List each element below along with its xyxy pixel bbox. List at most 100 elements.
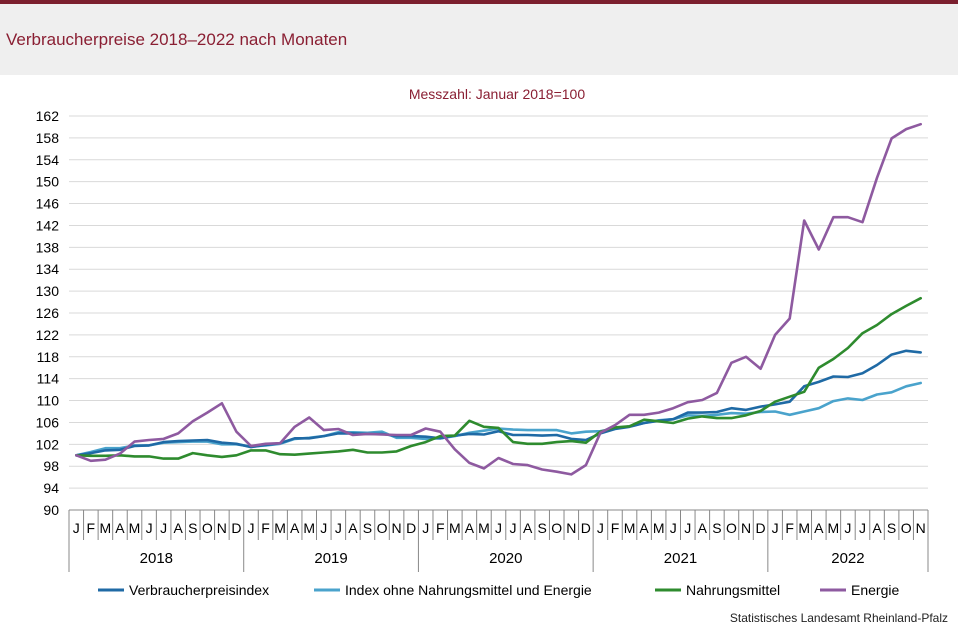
chart-panel bbox=[0, 75, 958, 629]
x-tick-label: A bbox=[115, 520, 125, 536]
y-tick-label: 90 bbox=[43, 502, 59, 518]
x-tick-label: J bbox=[597, 520, 604, 536]
y-tick-label: 98 bbox=[43, 458, 59, 474]
y-tick-label: 158 bbox=[36, 130, 60, 146]
x-tick-label: J bbox=[247, 520, 254, 536]
x-tick-label: A bbox=[698, 520, 708, 536]
x-tick-label: M bbox=[274, 520, 286, 536]
x-tick-label: F bbox=[785, 520, 794, 536]
y-tick-label: 126 bbox=[36, 305, 60, 321]
x-tick-label: M bbox=[478, 520, 490, 536]
x-tick-label: M bbox=[100, 520, 112, 536]
x-tick-label: J bbox=[335, 520, 342, 536]
legend: Verbraucherpreisindex Index ohne Nahrungs… bbox=[98, 582, 899, 598]
x-tick-label: M bbox=[449, 520, 461, 536]
x-tick-label: D bbox=[756, 520, 766, 536]
x-tick-label: A bbox=[290, 520, 300, 536]
x-tick-label: F bbox=[87, 520, 96, 536]
legend-label: Index ohne Nahrungsmittel und Energie bbox=[345, 582, 592, 598]
x-tick-label: J bbox=[859, 520, 866, 536]
x-tick-label: J bbox=[146, 520, 153, 536]
y-tick-label: 94 bbox=[43, 480, 59, 496]
x-tick-label: D bbox=[231, 520, 241, 536]
x-tick-label: F bbox=[261, 520, 270, 536]
legend-label: Energie bbox=[851, 582, 899, 598]
series-line-3 bbox=[75, 296, 923, 460]
series-line-1 bbox=[75, 349, 923, 457]
year-label: 2020 bbox=[489, 550, 522, 567]
x-tick-label: D bbox=[406, 520, 416, 536]
y-tick-label: 154 bbox=[36, 152, 60, 168]
year-label: 2022 bbox=[831, 550, 864, 567]
x-tick-label: A bbox=[348, 520, 358, 536]
x-tick-label: M bbox=[303, 520, 315, 536]
x-tick-label: A bbox=[523, 520, 533, 536]
top-accent-bar bbox=[0, 0, 958, 4]
x-tick-label: N bbox=[741, 520, 751, 536]
page-title: Verbraucherpreise 2018–2022 nach Monaten bbox=[6, 30, 348, 49]
x-tick-label: A bbox=[465, 520, 475, 536]
y-tick-label: 138 bbox=[36, 239, 60, 255]
x-tick-label: S bbox=[712, 520, 721, 536]
x-tick-label: M bbox=[129, 520, 141, 536]
x-tick-label: N bbox=[392, 520, 402, 536]
x-tick-label: M bbox=[798, 520, 810, 536]
x-tick-label: J bbox=[160, 520, 167, 536]
x-tick-label: J bbox=[495, 520, 502, 536]
x-tick-label: A bbox=[639, 520, 649, 536]
y-tick-label: 122 bbox=[36, 327, 60, 343]
x-tick-label: N bbox=[916, 520, 926, 536]
x-tick-label: J bbox=[684, 520, 691, 536]
x-tick-label: M bbox=[828, 520, 840, 536]
x-tick-label: J bbox=[772, 520, 779, 536]
x-tick-label: S bbox=[887, 520, 896, 536]
y-tick-label: 134 bbox=[36, 261, 60, 277]
x-tick-label: N bbox=[566, 520, 576, 536]
x-tick-label: F bbox=[611, 520, 620, 536]
x-tick-label: D bbox=[581, 520, 591, 536]
series-line-4 bbox=[75, 122, 923, 476]
header: Verbraucherpreise 2018–2022 nach Monaten bbox=[0, 4, 958, 70]
gridlines bbox=[69, 115, 928, 511]
x-tick-label: A bbox=[872, 520, 882, 536]
y-tick-label: 118 bbox=[37, 349, 60, 365]
y-tick-label: 142 bbox=[36, 217, 60, 233]
y-tick-label: 102 bbox=[36, 436, 60, 452]
x-tick-label: J bbox=[670, 520, 677, 536]
x-tick-label: A bbox=[814, 520, 824, 536]
x-tick-label: S bbox=[363, 520, 372, 536]
x-tick-label: M bbox=[653, 520, 665, 536]
year-label: 2019 bbox=[314, 550, 347, 567]
x-tick-label: N bbox=[217, 520, 227, 536]
y-tick-label: 146 bbox=[36, 196, 60, 212]
y-tick-label: 150 bbox=[36, 174, 60, 190]
x-tick-label: J bbox=[844, 520, 851, 536]
year-label: 2021 bbox=[664, 550, 697, 567]
x-tick-label: J bbox=[320, 520, 327, 536]
x-tick-label: S bbox=[188, 520, 197, 536]
x-tick-label: O bbox=[551, 520, 562, 536]
series-lines bbox=[75, 122, 923, 476]
source-note: Statistisches Landesamt Rheinland-Pfalz bbox=[729, 611, 948, 625]
x-tick-label: O bbox=[901, 520, 912, 536]
y-tick-label: 106 bbox=[36, 414, 60, 430]
legend-label: Verbraucherpreisindex bbox=[129, 582, 269, 598]
x-tick-label: J bbox=[422, 520, 429, 536]
y-tick-label: 162 bbox=[36, 108, 60, 124]
x-tick-label: O bbox=[377, 520, 388, 536]
chart-title: Messzahl: Januar 2018=100 bbox=[409, 86, 585, 102]
y-tick-label: 130 bbox=[36, 283, 60, 299]
y-tick-label: 110 bbox=[37, 393, 60, 409]
x-tick-label: S bbox=[538, 520, 547, 536]
y-axis: 90 94 98 102 106 110 114 118 122 126 130 134 138 142 1… bbox=[36, 108, 60, 518]
x-tick-label: O bbox=[726, 520, 737, 536]
x-tick-label: J bbox=[510, 520, 517, 536]
x-tick-label: O bbox=[202, 520, 213, 536]
x-tick-label: F bbox=[436, 520, 445, 536]
x-tick-label: M bbox=[624, 520, 636, 536]
legend-label: Nahrungsmittel bbox=[686, 582, 780, 598]
x-tick-label: A bbox=[174, 520, 184, 536]
x-tick-label: J bbox=[73, 520, 80, 536]
